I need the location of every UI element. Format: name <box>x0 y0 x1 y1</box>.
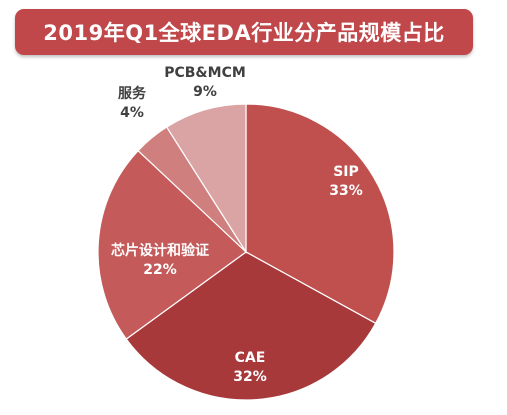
slice-label: 芯片设计和验证 <box>111 242 209 259</box>
pie-slice <box>245 103 395 325</box>
chart-title-banner: 2019年Q1全球EDA行业分产品规模占比 <box>15 9 473 55</box>
slice-value-label: 4% <box>120 105 144 121</box>
pie-slice <box>165 103 247 255</box>
slice-label: 服务 <box>118 85 147 102</box>
slice-value-label: 9% <box>193 84 217 100</box>
slice-label: CAE <box>235 350 266 366</box>
slice-label: PCB&MCM <box>164 65 246 81</box>
pie-slice <box>97 149 247 340</box>
chart-title: 2019年Q1全球EDA行业分产品规模占比 <box>43 21 445 45</box>
pie-slice <box>125 251 377 401</box>
slice-label: SIP <box>333 164 359 180</box>
slice-value-label: 33% <box>329 183 363 199</box>
slice-value-label: 32% <box>233 369 267 385</box>
slice-value-label: 22% <box>143 262 177 278</box>
